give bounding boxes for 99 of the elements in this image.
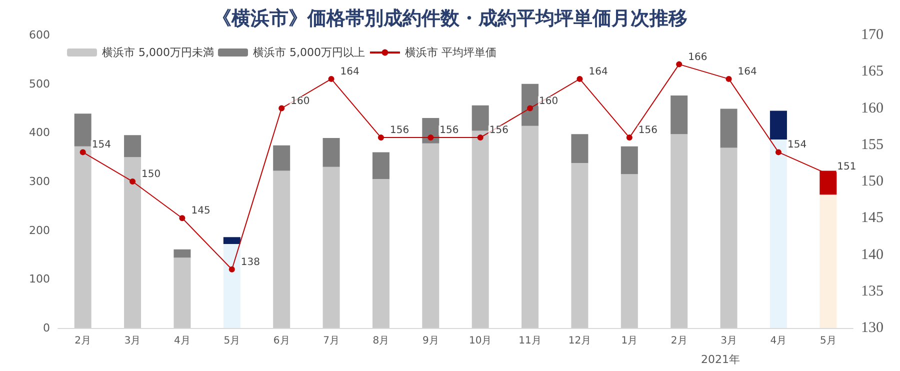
x-tick-label: 11月 [518,336,542,346]
bar [422,143,440,328]
data-label: 156 [440,125,459,136]
bar [620,174,638,328]
x-tick-label: 12月 [568,336,592,346]
bar [422,118,440,144]
bar [522,84,539,126]
x-tick-label: 2月 [670,336,688,346]
y-tick-label: 500 [29,77,50,90]
y2-tick-label: 140 [861,246,884,263]
point [428,134,434,141]
bar [472,105,489,131]
bar [571,134,588,163]
bar [372,179,390,328]
y2-tick-label: 145 [861,210,884,226]
x-tick-label: 9月 [422,336,439,346]
bar [720,148,738,328]
point [378,134,384,141]
y2-tick-label: 130 [861,320,884,336]
data-label: 166 [688,52,708,63]
data-label: 160 [539,96,558,107]
x-tick-label: 4月 [174,336,190,346]
y-tick-label: 400 [29,126,50,140]
bar [273,145,290,171]
bar [770,110,787,140]
data-label: 164 [588,66,608,78]
x-tick-label: 8月 [372,336,390,346]
point [328,76,334,82]
bar [820,194,837,328]
point [626,134,632,141]
data-label: 150 [142,169,161,180]
point [278,105,285,112]
y2-tick-label: 150 [861,174,884,190]
data-label: 156 [638,125,658,136]
point [228,266,235,272]
bar [322,138,340,167]
x-tick-label: 3月 [720,336,737,346]
legend-label: 横浜市 5,000万円未満 [102,46,214,59]
chart-title: 《横浜市》価格帯別成約件数・成約平均坪単価月次推移 [212,8,688,30]
x-tick-label: 2月 [74,336,92,346]
bar [322,166,340,328]
data-label: 164 [738,66,757,78]
point [527,105,534,112]
x-tick-label: 4月 [770,336,787,346]
bar [571,162,588,328]
legend-label: 横浜市 5,000万円以上 [252,46,365,59]
y2-tick-label: 160 [861,100,884,116]
x-tick-label: 5月 [820,336,836,346]
y-tick-label: 300 [29,175,50,188]
x-tick-label: 6月 [273,336,290,346]
bar [223,237,240,244]
point [576,76,583,82]
data-label: 138 [240,256,260,268]
data-label: 145 [191,206,210,217]
bar [124,135,142,158]
x-tick-label: 7月 [323,336,340,346]
data-label: 154 [787,140,807,151]
bar [174,258,191,328]
bar [670,134,688,328]
data-label: 160 [290,96,310,107]
bar [372,152,390,180]
point [80,149,86,156]
x-tick-label: 5月 [224,336,240,346]
y2-tick-label: 170 [861,27,884,43]
point [726,76,732,82]
y-tick-label: 100 [29,272,50,286]
data-label: 164 [340,66,360,78]
y-tick-label: 0 [43,322,50,334]
x-tick-label: 1月 [621,336,638,346]
y-tick-label: 200 [29,224,50,237]
bar [273,170,290,328]
bar [620,146,638,174]
text: 2021年 [701,353,740,366]
point [775,149,782,156]
point [676,61,682,68]
y2-tick-label: 165 [861,64,884,80]
data-label: 156 [390,125,410,136]
point [130,178,136,184]
bar [174,249,191,258]
point [179,215,186,222]
x-tick-label: 3月 [124,336,141,346]
bar [124,157,142,328]
bar [74,114,92,146]
x-tick-label: 10月 [468,336,492,346]
bar [770,140,787,328]
point [477,134,484,141]
bar [74,146,92,328]
legend-label: 横浜市 平均坪単価 [404,46,496,59]
bar [522,126,539,328]
bar [720,108,738,148]
data-label: 156 [489,125,508,136]
y2-tick-label: 155 [861,136,884,153]
y-tick-label: 600 [29,28,50,42]
y2-tick-label: 135 [861,283,884,300]
bar [223,244,240,328]
data-label: 154 [92,140,111,151]
bar [472,130,489,328]
data-label: 151 [837,162,856,173]
bar [670,96,688,134]
